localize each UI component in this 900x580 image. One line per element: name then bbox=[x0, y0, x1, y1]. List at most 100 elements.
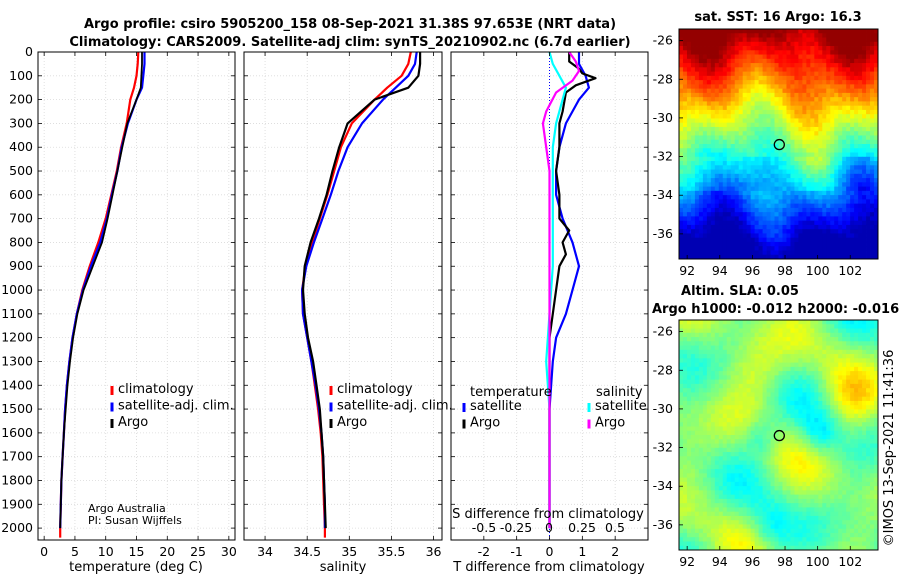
salinity-legend-label: Argo bbox=[337, 415, 367, 430]
difference-series-t-argo bbox=[548, 52, 597, 529]
temperature-xtick-label: 25 bbox=[190, 544, 206, 559]
salinity-panel: 34 34.5 35 35.5 36 salinity climatology satelli… bbox=[243, 51, 453, 575]
sla-map-ytick-label: -32 bbox=[653, 440, 673, 455]
temperature-xtick-label: 20 bbox=[159, 544, 175, 559]
salinity-xtick-label: 35 bbox=[341, 544, 357, 559]
temperature-legend-label: climatology bbox=[118, 382, 194, 397]
depth-tick-label: 100 bbox=[9, 68, 33, 83]
title-line1: Argo profile: csiro 5905200_158 08-Sep-2… bbox=[84, 17, 616, 32]
salinity-xtick-label: 34 bbox=[257, 544, 273, 559]
sla-map-cells bbox=[679, 320, 879, 551]
sst-map-xtick-label: 102 bbox=[838, 263, 862, 278]
depth-tick-label: 1100 bbox=[1, 306, 33, 321]
temperature-xtick-label: 5 bbox=[71, 544, 79, 559]
depth-tick-label: 1700 bbox=[1, 449, 33, 464]
temperature-xtick-label: 0 bbox=[40, 544, 48, 559]
sla-map-ytick-label: -34 bbox=[653, 478, 673, 493]
difference-series-s-satellite bbox=[545, 51, 568, 529]
sst-map-cells bbox=[679, 29, 879, 260]
sst-map-xtick-label: 100 bbox=[806, 263, 830, 278]
sla-map-frame bbox=[678, 319, 879, 551]
sst-map-xtick-label: 96 bbox=[744, 263, 760, 278]
sla-map-title: Altim. SLA: 0.05 bbox=[681, 284, 799, 299]
salinity-diff-tick-label: -0.5 bbox=[472, 520, 496, 535]
difference-xlabel: T difference from climatology bbox=[452, 560, 645, 575]
depth-tick-label: 1300 bbox=[1, 353, 33, 368]
sla-map-ytick-label: -36 bbox=[653, 517, 673, 532]
depth-tick-label: 700 bbox=[9, 211, 33, 226]
depth-tick-label: 1800 bbox=[1, 472, 33, 487]
difference-legend-title-t: temperature bbox=[470, 385, 552, 400]
sst-map-xtick-label: 92 bbox=[679, 263, 695, 278]
credit-line2: PI: Susan Wijffels bbox=[88, 514, 182, 527]
difference-xtick-label: -2 bbox=[478, 544, 490, 559]
sst-map-ytick-label: -36 bbox=[653, 226, 673, 241]
sst-map-ytick-label: -26 bbox=[653, 33, 673, 48]
difference-legend-label-s: satellite bbox=[595, 399, 647, 414]
sst-map: 92 94 96 98 100 102 -26 -28 -30 -32 -34 -36 bbox=[653, 28, 879, 278]
depth-tick-label: 600 bbox=[9, 187, 33, 202]
sst-map-ytick-label: -34 bbox=[653, 187, 673, 202]
salinity-diff-tick-label: 0.25 bbox=[568, 520, 596, 535]
salinity-legend-label: satellite-adj. clim. bbox=[337, 399, 453, 414]
sst-map-title: sat. SST: 16 Argo: 16.3 bbox=[694, 10, 861, 25]
salinity-plot-area bbox=[244, 52, 442, 540]
difference-xtick-label: 0 bbox=[546, 544, 554, 559]
sla-map-ytick-label: -30 bbox=[653, 401, 673, 416]
sla-map-argo-marker bbox=[773, 429, 785, 442]
depth-tick-label: 300 bbox=[9, 115, 33, 130]
depth-tick-label: 200 bbox=[9, 92, 33, 107]
depth-tick-label: 400 bbox=[9, 139, 33, 154]
depth-tick-label: 800 bbox=[9, 234, 33, 249]
depth-tick-label: 2000 bbox=[1, 520, 33, 535]
sla-map: 92 94 96 98 100 102 -26 -28 -30 -32 -34 -36 bbox=[653, 319, 879, 569]
depth-tick-label: 1200 bbox=[1, 330, 33, 345]
temperature-xtick-label: 30 bbox=[221, 544, 237, 559]
credit-line1: Argo Australia bbox=[88, 502, 166, 515]
depth-tick-label: 1000 bbox=[1, 282, 33, 297]
difference-legend-label-t: Argo bbox=[470, 416, 500, 431]
sst-map-xtick-label: 94 bbox=[712, 263, 728, 278]
depth-tick-label: 500 bbox=[9, 163, 33, 178]
depth-tick-label: 0 bbox=[25, 44, 33, 59]
depth-tick-label: 900 bbox=[9, 258, 33, 273]
salinity-axes-box bbox=[243, 51, 443, 541]
difference-legend-label-t: satellite bbox=[470, 399, 522, 414]
sla-map-xtick-label: 102 bbox=[838, 554, 862, 569]
temperature-series-argo bbox=[59, 52, 143, 529]
depth-tick-label: 1900 bbox=[1, 496, 33, 511]
sst-map-frame bbox=[678, 28, 879, 260]
salinity-diff-tick-label: 0 bbox=[545, 520, 553, 535]
sst-map-xtick-label: 98 bbox=[777, 263, 793, 278]
difference-legend-label-s: Argo bbox=[595, 416, 625, 431]
salinity-xtick-label: 35.5 bbox=[378, 544, 406, 559]
salinity-xtick-label: 34.5 bbox=[293, 544, 321, 559]
difference-xtick-label: -1 bbox=[510, 544, 522, 559]
depth-tick-label: 1600 bbox=[1, 425, 33, 440]
title-line2: Climatology: CARS2009. Satellite-adj cli… bbox=[69, 35, 630, 50]
difference-xtick-label: 1 bbox=[578, 544, 586, 559]
temperature-xtick-label: 10 bbox=[98, 544, 114, 559]
sst-map-argo-marker bbox=[773, 138, 785, 151]
depth-tick-label: 1500 bbox=[1, 401, 33, 416]
sla-map-ytick-label: -28 bbox=[653, 362, 673, 377]
salinity-series-argo bbox=[301, 52, 422, 529]
sla-map-ytick-label: -26 bbox=[653, 324, 673, 339]
temperature-legend-label: Argo bbox=[118, 415, 148, 430]
sla-map-xtick-label: 96 bbox=[744, 554, 760, 569]
temperature-xtick-label: 15 bbox=[129, 544, 145, 559]
salinity-legend-label: climatology bbox=[337, 382, 413, 397]
depth-tick-label: 1400 bbox=[1, 377, 33, 392]
temperature-legend-label: satellite-adj. clim. bbox=[118, 399, 234, 414]
temperature-xlabel: temperature (deg C) bbox=[69, 560, 203, 575]
sst-map-ytick-label: -30 bbox=[653, 110, 673, 125]
difference-panel: -2 -1 0 1 2T difference from climatology S di… bbox=[450, 51, 649, 575]
sla-map-xtick-label: 92 bbox=[679, 554, 695, 569]
difference-series-s-argo bbox=[541, 51, 581, 529]
temperature-panel: 0 5 10 15 20 25 300100200300400500600700800900… bbox=[1, 44, 237, 575]
salinity-xlabel: salinity bbox=[320, 560, 367, 575]
difference-xlabel2: S difference from climatology bbox=[452, 507, 644, 522]
salinity-diff-tick-label: -0.25 bbox=[500, 520, 532, 535]
salinity-diff-tick-label: 0.5 bbox=[605, 520, 625, 535]
